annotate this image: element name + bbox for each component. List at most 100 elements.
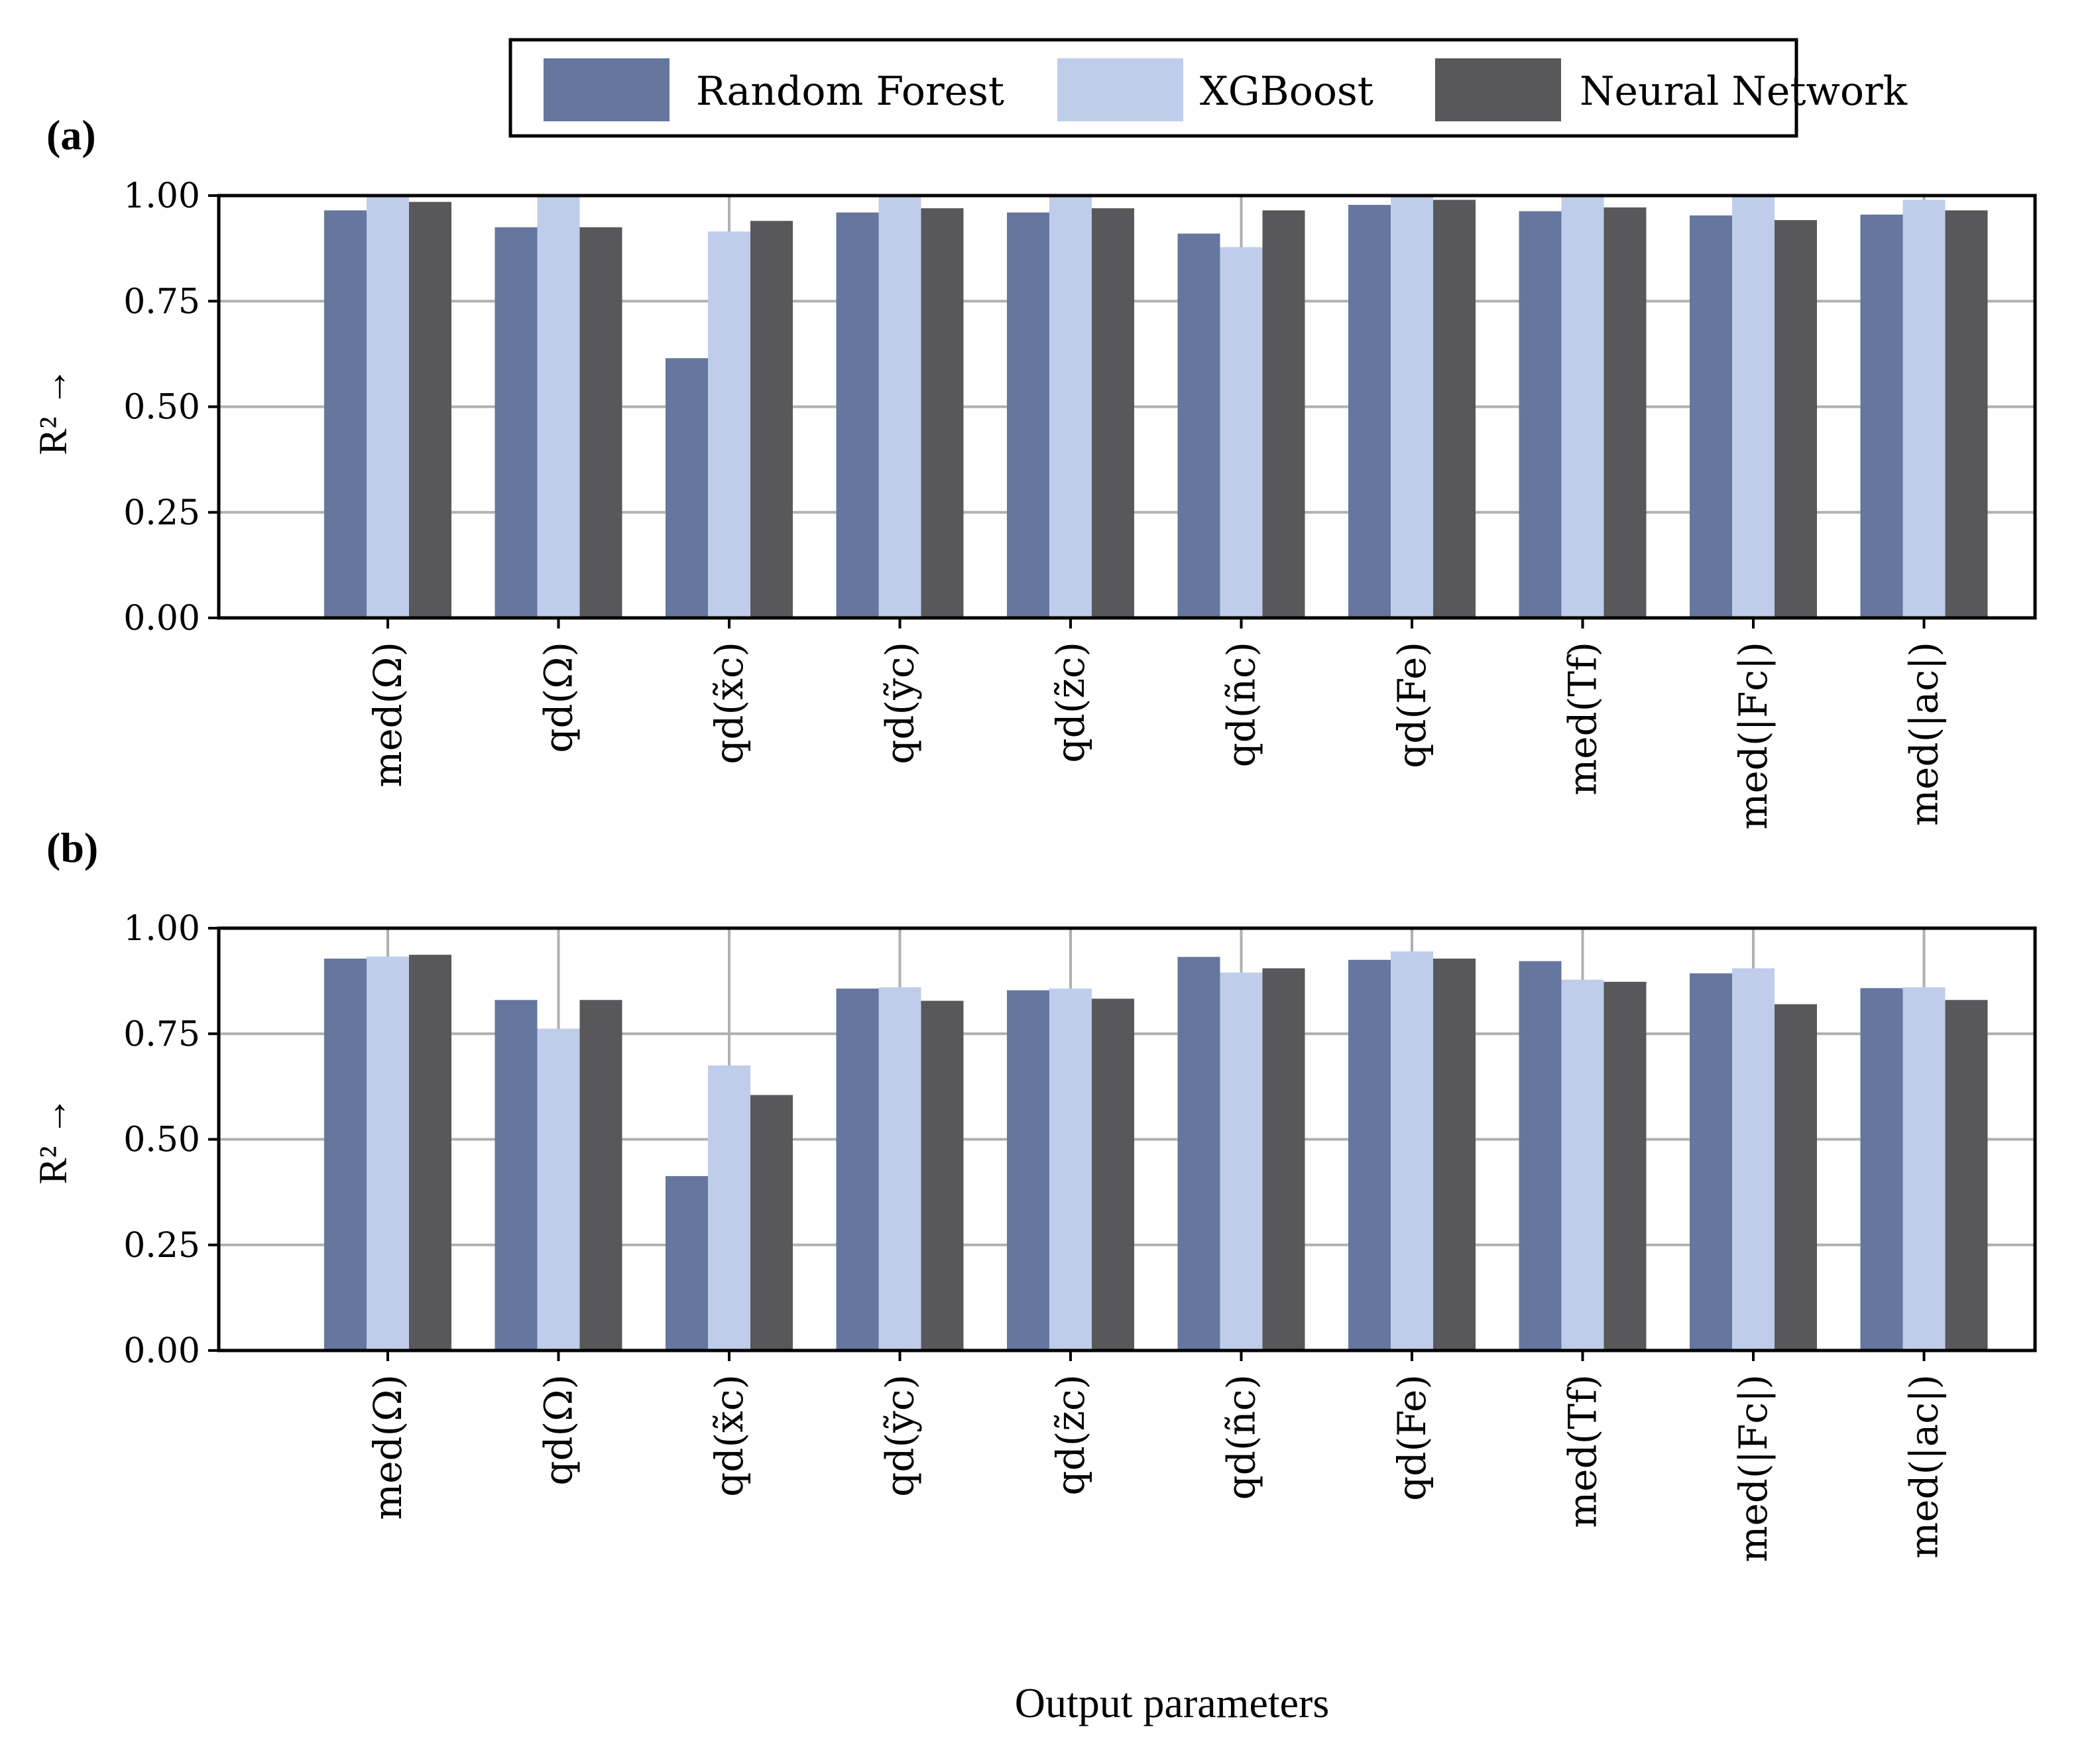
x-tick-label: med(|ac|)	[1902, 642, 1947, 826]
panel-b-label: (b)	[46, 824, 98, 871]
bar-xgboost	[537, 196, 580, 618]
panel-b: (b) R² → 0.00 0.25 0.50 0.75 1.00 med(Ω) qd(Ω…	[31, 824, 2037, 1563]
x-tick-label: med(Ω)	[365, 642, 410, 788]
bar-random-forest	[495, 227, 538, 618]
bar-random-forest	[1860, 988, 1903, 1350]
bar-random-forest	[836, 212, 879, 619]
panel-a-label: (a)	[46, 111, 96, 158]
bar-neural-network	[409, 955, 451, 1350]
x-tick-label: qd(Ω)	[536, 642, 581, 753]
bar-random-forest	[1519, 961, 1562, 1350]
bar-random-forest	[1177, 957, 1220, 1350]
bar-random-forest	[1007, 990, 1049, 1350]
y-tick-label: 0.50	[123, 388, 200, 428]
bar-neural-network	[1775, 219, 1817, 618]
bar-neural-network	[1092, 998, 1134, 1350]
legend-swatch-neural-network	[1435, 58, 1561, 121]
bar-xgboost	[1561, 979, 1604, 1350]
x-tick-label: qd(ñc)	[1219, 1374, 1264, 1500]
bar-random-forest	[495, 1000, 538, 1350]
bar-xgboost	[1561, 196, 1604, 618]
bar-xgboost	[1732, 196, 1775, 618]
bar-random-forest	[666, 1175, 708, 1350]
bar-neural-network	[750, 221, 793, 619]
bar-neural-network	[579, 227, 622, 618]
y-tick-label: 0.25	[123, 493, 200, 533]
bar-random-forest	[1007, 212, 1049, 619]
bar-xgboost	[1220, 972, 1263, 1350]
bar-xgboost	[1049, 989, 1092, 1350]
x-tick-label: qd(Ω)	[536, 1374, 581, 1486]
bar-neural-network	[409, 202, 451, 618]
panel-b-xticks: med(Ω) qd(Ω) qd(x̃c) qd(ỹc) qd(z̃c) qd(ñc) qd(…	[365, 1350, 1947, 1563]
x-tick-label: qd(Fe)	[1389, 1374, 1434, 1501]
bar-neural-network	[1604, 207, 1647, 618]
x-tick-label: qd(z̃c)	[1048, 642, 1093, 763]
bar-xgboost	[1220, 247, 1263, 618]
y-tick-label: 0.25	[123, 1226, 200, 1266]
bar-xgboost	[367, 956, 409, 1350]
bar-xgboost	[1391, 951, 1433, 1350]
bar-random-forest	[1690, 973, 1732, 1350]
bar-neural-network	[1262, 968, 1305, 1350]
x-axis-title: Output parameters	[1015, 1679, 1330, 1726]
bar-random-forest	[666, 358, 708, 618]
x-tick-label: qd(z̃c)	[1048, 1374, 1093, 1496]
bar-xgboost	[367, 196, 409, 618]
legend-label-neural-network: Neural Network	[1580, 68, 1908, 115]
bar-xgboost	[1391, 196, 1433, 618]
bar-neural-network	[750, 1095, 793, 1350]
bar-random-forest	[1348, 205, 1391, 618]
bar-random-forest	[324, 958, 367, 1350]
bar-neural-network	[1433, 200, 1476, 618]
bar-neural-network	[1775, 1004, 1817, 1350]
legend: Random Forest XGBoost Neural Network	[508, 38, 1908, 138]
panel-a-bars	[324, 196, 1988, 619]
legend-label-random-forest: Random Forest	[696, 68, 1004, 115]
panel-a-ylabel: R² →	[31, 367, 75, 455]
y-tick-label: 0.00	[123, 599, 200, 638]
bar-random-forest	[1690, 215, 1732, 619]
legend-swatch-xgboost	[1057, 58, 1183, 121]
bar-neural-network	[921, 208, 964, 618]
panel-b-ylabel: R² →	[31, 1096, 75, 1184]
panel-b-yticks: 0.00 0.25 0.50 0.75 1.00	[123, 909, 219, 1371]
x-tick-label: med(|Fc|)	[1731, 1374, 1776, 1563]
legend-swatch-random-forest	[544, 58, 670, 121]
bar-random-forest	[836, 989, 879, 1350]
bar-neural-network	[1604, 981, 1647, 1350]
bar-neural-network	[1433, 958, 1476, 1350]
bar-random-forest	[1348, 959, 1391, 1350]
x-tick-label: med(Tf)	[1560, 1374, 1605, 1528]
bar-neural-network	[1945, 1000, 1988, 1350]
x-tick-label: qd(x̃c)	[707, 1374, 752, 1497]
panel-a-yticks: 0.00 0.25 0.50 0.75 1.00	[123, 176, 219, 638]
x-tick-label: qd(ỹc)	[878, 642, 923, 764]
bar-neural-network	[1262, 210, 1305, 618]
x-tick-label: med(Ω)	[365, 1374, 410, 1520]
bar-xgboost	[878, 987, 921, 1350]
y-tick-label: 1.00	[123, 909, 200, 949]
bar-random-forest	[1860, 214, 1903, 618]
bar-xgboost	[1049, 196, 1092, 618]
bar-random-forest	[1177, 233, 1220, 619]
y-tick-label: 1.00	[123, 176, 200, 216]
bar-xgboost	[1902, 200, 1946, 618]
bar-neural-network	[1945, 210, 1988, 618]
bar-xgboost	[878, 196, 921, 618]
bar-xgboost	[1902, 987, 1946, 1350]
bar-neural-network	[921, 1000, 964, 1350]
legend-label-xgboost: XGBoost	[1200, 68, 1373, 115]
bar-neural-network	[1092, 208, 1134, 618]
bar-random-forest	[1519, 211, 1562, 619]
panel-b-bars	[324, 951, 1988, 1350]
x-tick-label: qd(ỹc)	[878, 1374, 923, 1497]
x-tick-label: qd(ñc)	[1219, 642, 1264, 767]
bar-xgboost	[537, 1028, 580, 1350]
panel-a: (a) R² → 0.00 0.25 0.50 0.75 1.00 med(Ω) qd(Ω…	[31, 111, 2037, 830]
bar-random-forest	[324, 210, 367, 618]
bar-neural-network	[579, 1000, 622, 1350]
x-tick-label: med(Tf)	[1560, 642, 1605, 796]
x-tick-label: qd(x̃c)	[707, 642, 752, 764]
